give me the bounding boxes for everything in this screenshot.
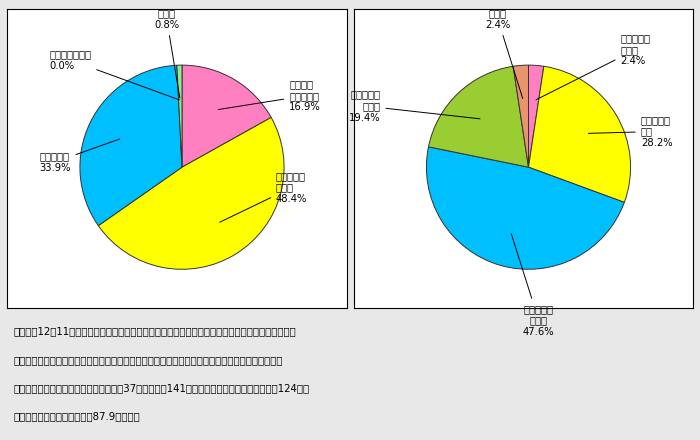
Text: 爆発活力を有する火山」に指定された37火山周辺の141市町村を対象に質問票を郵送し，124市町: 爆発活力を有する火山」に指定された37火山周辺の141市町村を対象に質問票を郵送… bbox=[14, 383, 310, 393]
Wedge shape bbox=[182, 65, 271, 167]
Text: やや不十分
である
47.6%: やや不十分 である 47.6% bbox=[511, 234, 554, 337]
Wedge shape bbox=[177, 65, 182, 167]
Text: ほぼ十分で
ある
28.2%: ほぼ十分で ある 28.2% bbox=[589, 115, 673, 148]
Wedge shape bbox=[513, 65, 528, 167]
Text: 多少高まっ
ている
48.4%: 多少高まっ ている 48.4% bbox=[220, 171, 307, 222]
Wedge shape bbox=[528, 66, 631, 202]
Text: 低くなっている
0.0%: 低くなっている 0.0% bbox=[49, 49, 179, 100]
Text: 村から回答を得た（回答率87.9％））。: 村から回答を得た（回答率87.9％））。 bbox=[14, 412, 141, 422]
Text: 無回答
2.4%: 無回答 2.4% bbox=[485, 8, 523, 99]
Text: 全く不十分
である
19.4%: 全く不十分 である 19.4% bbox=[349, 89, 480, 123]
Text: かなり十分
である
2.4%: かなり十分 である 2.4% bbox=[536, 33, 650, 100]
Text: 注：平成12年11月実施のアンケート結果による（活火山のうち，第６次火山噴火予知計画（前項参: 注：平成12年11月実施のアンケート結果による（活火山のうち，第６次火山噴火予知… bbox=[14, 326, 297, 337]
Wedge shape bbox=[426, 147, 624, 269]
Wedge shape bbox=[528, 65, 544, 167]
Wedge shape bbox=[98, 117, 284, 269]
Text: 変わらない
33.9%: 変わらない 33.9% bbox=[39, 139, 120, 173]
Text: 無回答
0.8%: 無回答 0.8% bbox=[154, 8, 180, 98]
Text: 照）において，「活動的で特に重点的に観測研究を行うべき火山」及び「活動的火山及び潜在的: 照）において，「活動的で特に重点的に観測研究を行うべき火山」及び「活動的火山及び… bbox=[14, 355, 284, 365]
Text: かなり高
まっている
16.9%: かなり高 まっている 16.9% bbox=[218, 79, 321, 112]
Wedge shape bbox=[80, 65, 182, 226]
Wedge shape bbox=[428, 66, 528, 167]
